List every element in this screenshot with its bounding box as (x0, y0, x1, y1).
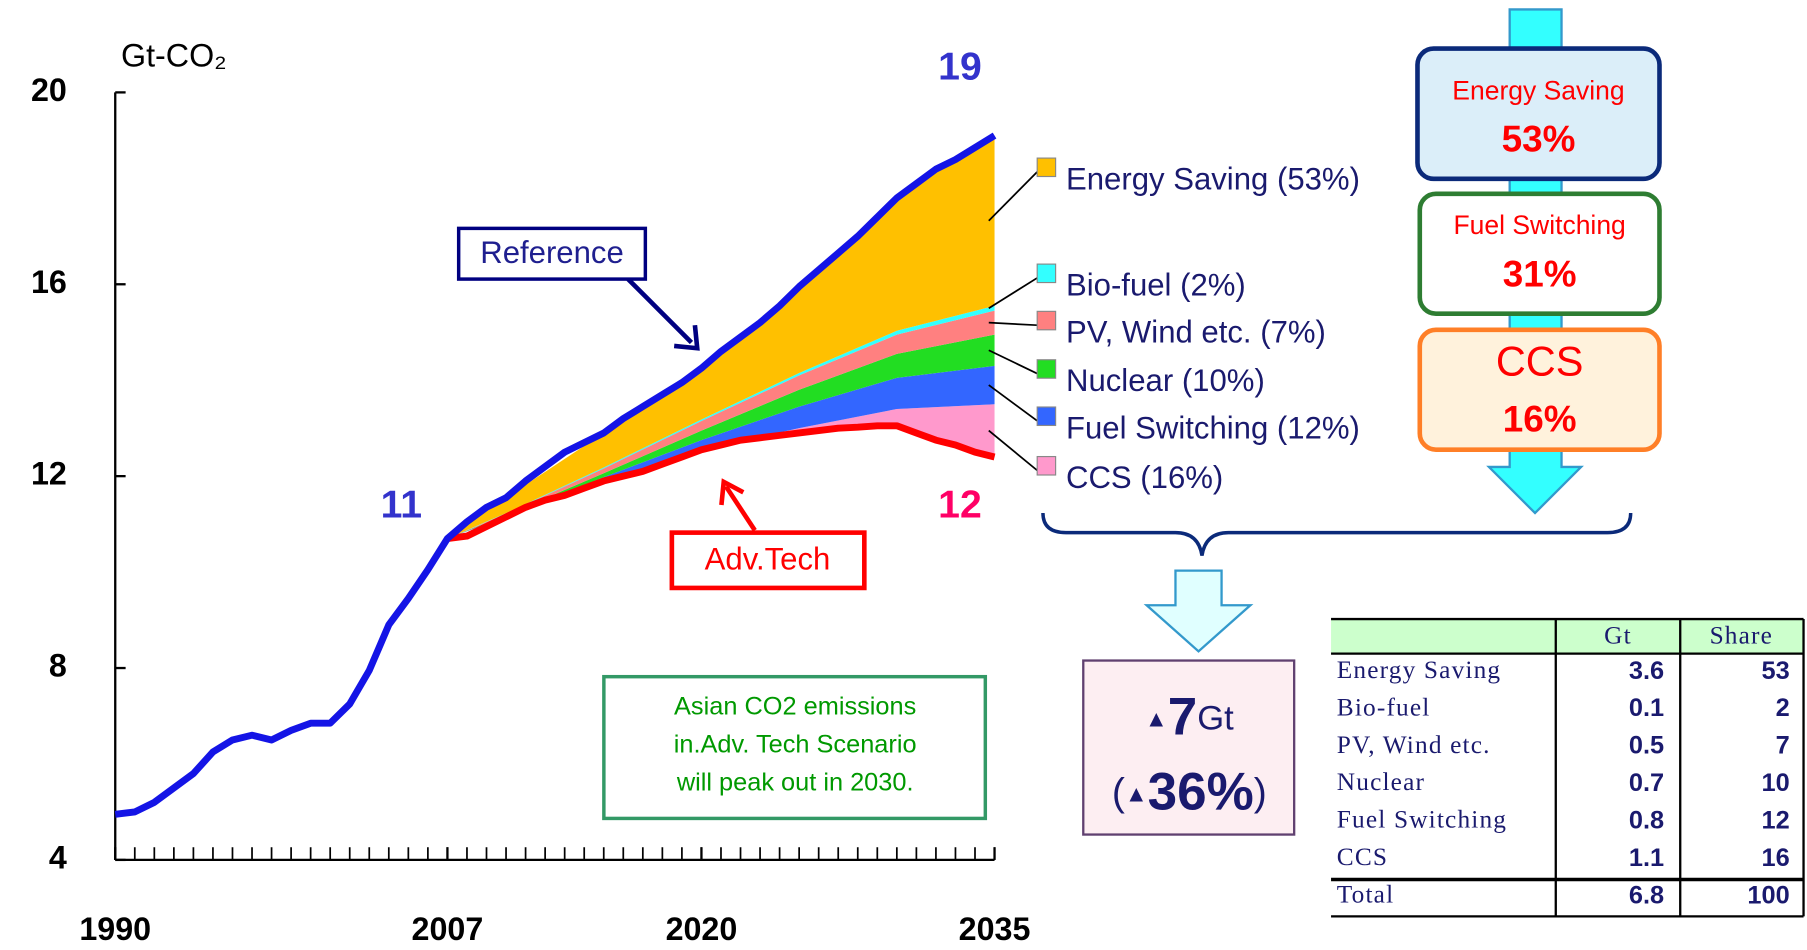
plot: 4 8 12 16 20 1990 2007 2020 2035 (31, 72, 1031, 947)
stack-area (447, 334, 995, 539)
reference-arrow-head (673, 324, 700, 351)
table-cell: Fuel Switching (1337, 806, 1507, 834)
table-header: Share (1710, 621, 1773, 649)
legend-leader (988, 429, 1038, 472)
reference-box (456, 226, 648, 281)
table-cell: CCS (1337, 843, 1388, 871)
point-label: 12 (938, 484, 982, 527)
table-cell: 7 (1776, 732, 1790, 760)
brace (1041, 512, 1633, 556)
paren: ) (1254, 772, 1267, 815)
legend-label: Energy Saving (53%) (1066, 161, 1360, 196)
series-line (114, 132, 997, 818)
y-tick-label: 16 (31, 264, 67, 300)
table-cell: Bio-fuel (1337, 693, 1431, 721)
table-cell: 2 (1776, 694, 1790, 722)
breakdown-box (1417, 327, 1662, 452)
reduction-amount: ▲7Gt (1145, 687, 1234, 746)
x-tick-label: 1990 (79, 911, 151, 947)
legend-leader (988, 277, 1038, 309)
legend-swatch (1036, 455, 1057, 476)
table-cell: 1.1 (1629, 844, 1664, 872)
point-label: 11 (381, 484, 422, 527)
paren: ( (1112, 772, 1125, 815)
unit: Gt (1197, 700, 1234, 738)
stack-area (447, 365, 995, 539)
legend-swatch (1036, 406, 1057, 427)
x-tick-label: 2020 (666, 911, 738, 947)
breakdown-label: Fuel Switching (1453, 210, 1625, 240)
breakdown-value: 31% (1503, 254, 1577, 295)
legend-label: PV, Wind etc. (7%) (1066, 315, 1326, 350)
table-cell: 0.5 (1629, 732, 1664, 760)
table-cell: Total (1337, 881, 1394, 909)
legend-label: CCS (16%) (1066, 460, 1223, 495)
table-cell: 100 (1747, 881, 1789, 909)
table-cell: 53 (1762, 657, 1790, 685)
y-axis-label: Gt-CO₂ (121, 37, 227, 73)
breakdown-box (1417, 191, 1662, 316)
legend-label: Fuel Switching (12%) (1066, 410, 1360, 445)
table-cell: 6.8 (1629, 881, 1664, 909)
y-tick-label: 20 (31, 72, 67, 108)
legend-label: Bio-fuel (2%) (1066, 267, 1246, 302)
x-tick-label: 2035 (959, 911, 1031, 947)
table-cell: Energy Saving (1337, 656, 1501, 684)
reference-arrow (626, 277, 694, 345)
y-tick-label: 12 (31, 456, 67, 492)
table-cell: 10 (1762, 769, 1790, 797)
legend-swatch (1036, 310, 1057, 331)
breakdown-box (1415, 46, 1662, 182)
stack-area (447, 310, 995, 539)
advtech-box (669, 530, 867, 591)
breakdown-value: 53% (1502, 119, 1576, 160)
table-cell: 0.1 (1629, 694, 1664, 722)
note-box (602, 674, 988, 821)
table-cell: Nuclear (1337, 768, 1425, 796)
advtech-label: Adv.Tech (705, 542, 831, 577)
table-cell: 12 (1762, 807, 1790, 835)
table-header-bg (1331, 619, 1804, 654)
breakdown-label: Energy Saving (1452, 75, 1624, 105)
reduction-share: (▲36%) (1112, 762, 1267, 821)
table-header: Gt (1604, 621, 1632, 649)
breakdown-value: 16% (1503, 399, 1577, 440)
series-line (447, 422, 996, 542)
triangle: ▲ (1145, 706, 1168, 732)
legend-swatch (1036, 359, 1057, 379)
legend-swatch (1036, 263, 1057, 284)
table-cell: 16 (1762, 844, 1790, 872)
advtech-arrow (724, 485, 757, 532)
advtech-arrow-head (719, 478, 745, 506)
note-line: in.Adv. Tech Scenario (674, 731, 917, 759)
y-tick-label: 4 (49, 839, 67, 875)
table-cell: PV, Wind etc. (1337, 731, 1491, 759)
down-arrow (1143, 569, 1254, 653)
reduction-box (1082, 659, 1296, 836)
legend-leader (988, 171, 1038, 222)
triangle: ▲ (1125, 780, 1148, 806)
legend-leader (988, 321, 1038, 327)
amount: 7 (1168, 687, 1197, 746)
legend-leader (988, 384, 1038, 422)
stack-area (447, 404, 995, 539)
y-tick-label: 8 (49, 648, 67, 684)
note-line: Asian CO2 emissions (674, 692, 916, 720)
share: 36% (1148, 762, 1254, 821)
legend-swatch (1036, 157, 1057, 178)
legend-label: Nuclear (10%) (1066, 363, 1265, 398)
reference-label: Reference (480, 235, 624, 270)
breakdown-label: CCS (1496, 337, 1584, 384)
table-cell: 3.6 (1629, 657, 1664, 685)
point-label: 19 (938, 46, 982, 89)
note-line: will peak out in 2030. (676, 769, 914, 797)
legend-leader (988, 349, 1038, 375)
table-cell: 0.7 (1629, 769, 1664, 797)
x-tick-label: 2007 (412, 911, 484, 947)
table-cell: 0.8 (1629, 807, 1664, 835)
